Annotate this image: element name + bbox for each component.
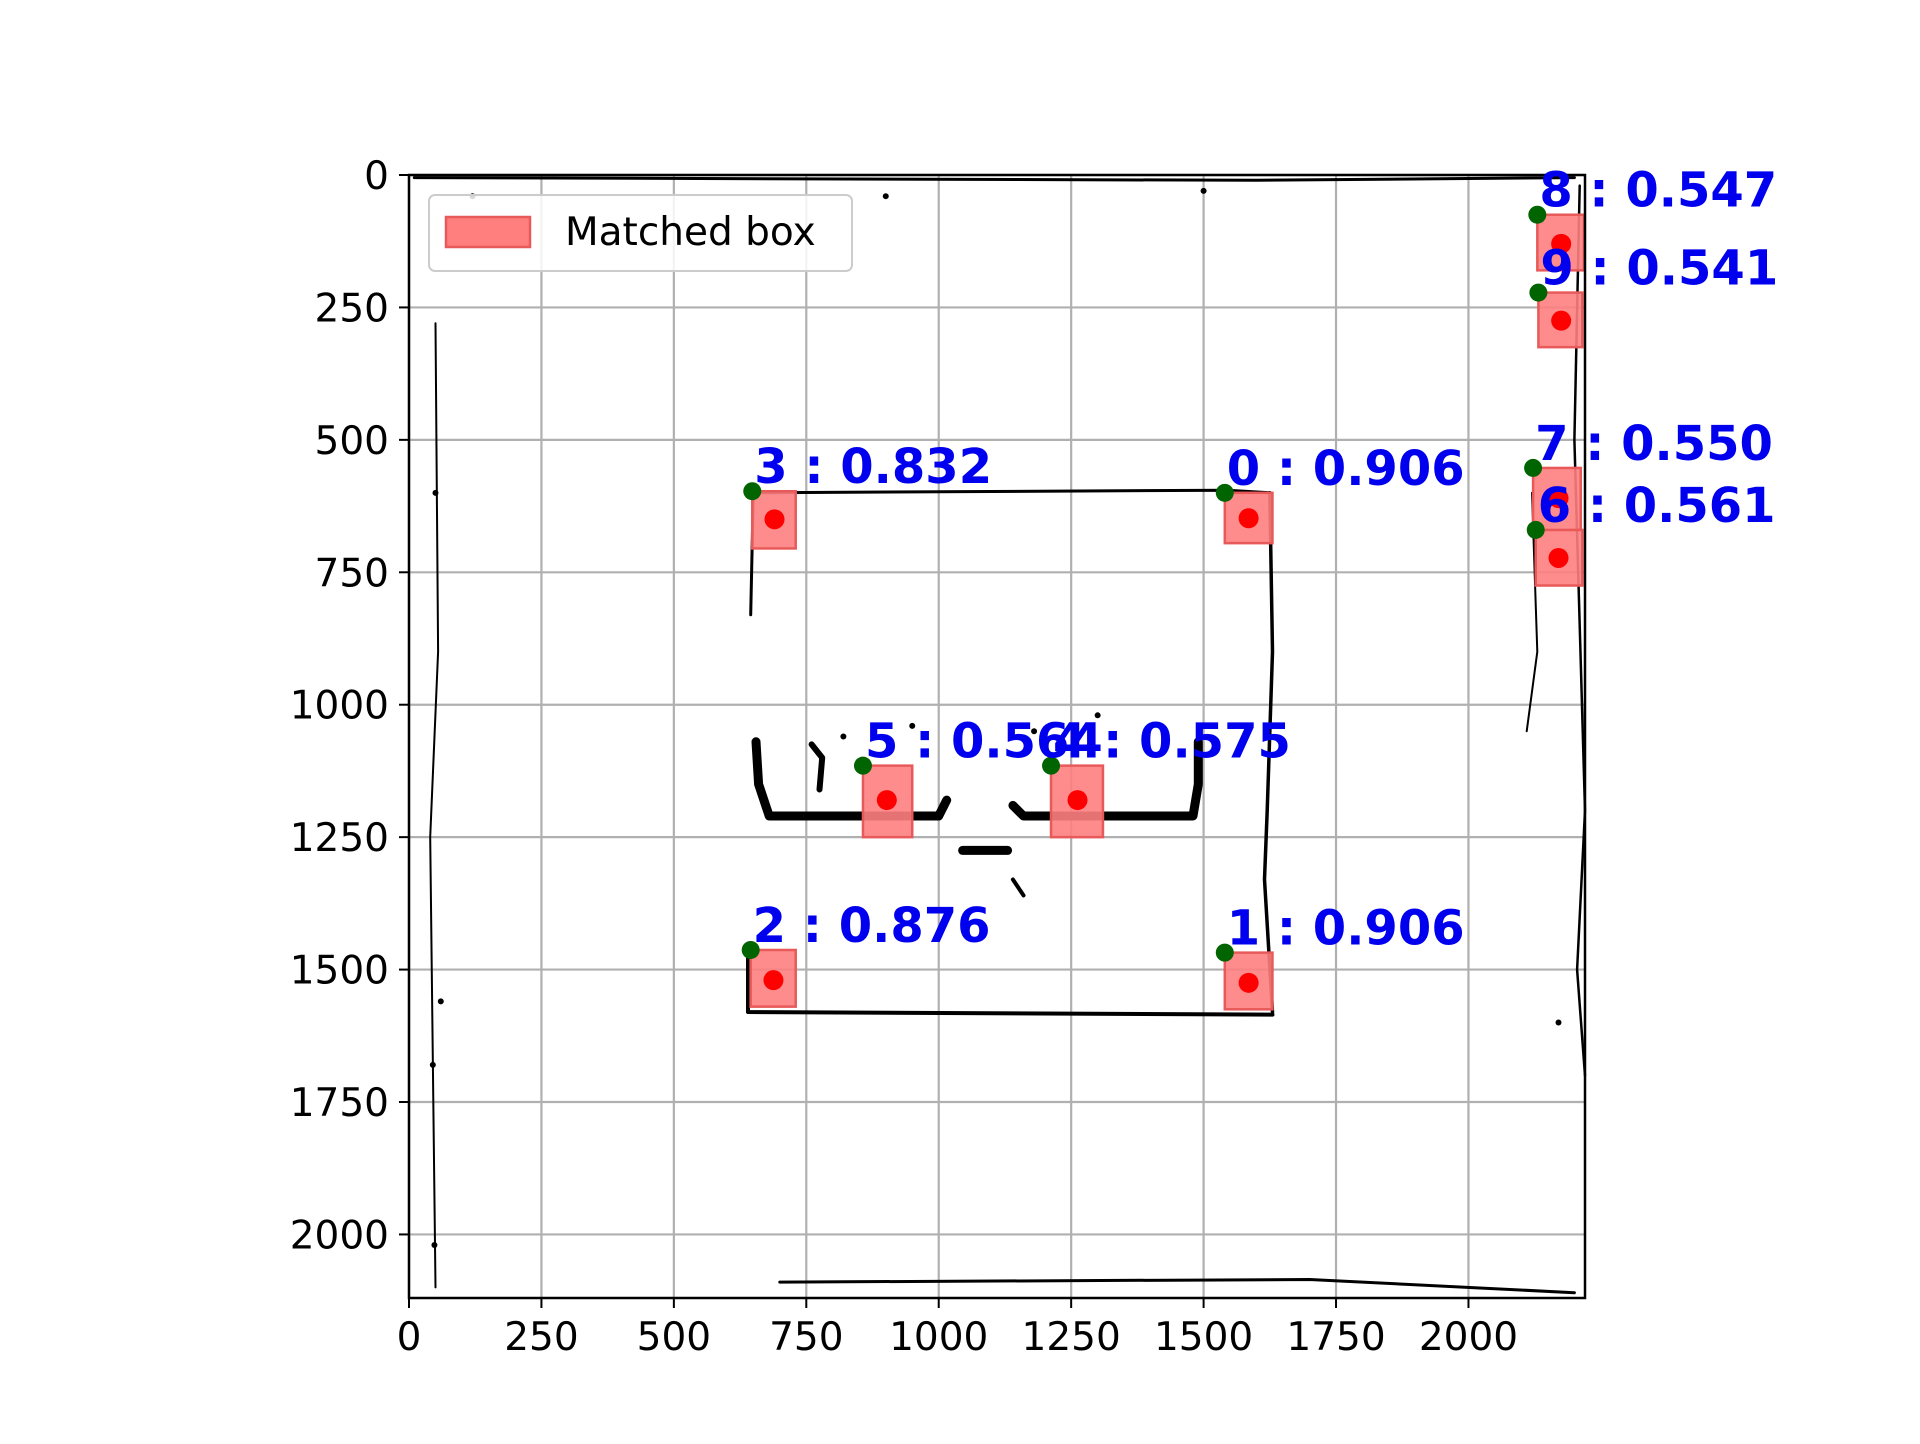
box-corner-point (853, 756, 872, 775)
x-tick-label: 0 (397, 1315, 422, 1360)
box-center-point (1238, 508, 1259, 529)
box-corner-point (1042, 756, 1061, 775)
match-label: 6 : 0.561 (1538, 478, 1776, 534)
box-corner-point (1524, 458, 1543, 477)
drawing-speck (432, 489, 439, 496)
box-corner-point (1215, 483, 1234, 502)
legend-frame (428, 194, 853, 272)
box-corner-point (1528, 205, 1547, 224)
drawing-speck (882, 193, 889, 200)
drawing-stroke (1525, 491, 1539, 733)
box-center-point (764, 509, 785, 530)
match-label: 3 : 0.832 (754, 439, 992, 495)
drawing-stroke (1010, 877, 1026, 898)
match-label: 8 : 0.547 (1539, 163, 1777, 219)
box-corner-point (1526, 520, 1545, 539)
x-tick-label: 1000 (889, 1315, 988, 1360)
drawing-speck (437, 998, 444, 1005)
y-tick-label: 0 (364, 154, 389, 199)
y-tick-label: 750 (315, 551, 389, 596)
match-label: 4 : 0.575 (1053, 714, 1291, 770)
x-tick-label: 1250 (1022, 1315, 1121, 1360)
box-corner-point (741, 940, 760, 959)
legend-label: Matched box (565, 210, 816, 255)
legend: Matched box (428, 194, 853, 272)
drawing-stroke (1008, 737, 1203, 821)
drawing-speck (840, 733, 847, 740)
box-center-point (763, 970, 784, 991)
match-label: 2 : 0.876 (753, 898, 991, 954)
drawing-speck (1200, 187, 1207, 194)
drawing-stroke (412, 176, 1576, 182)
x-tick-label: 750 (769, 1315, 843, 1360)
plot-frame (407, 173, 1587, 1300)
box-center-point (876, 790, 897, 811)
match-label: 7 : 0.550 (1535, 416, 1773, 472)
drawing-speck (1094, 712, 1101, 719)
drawing-stroke (778, 1278, 1576, 1295)
drawing-stroke (751, 737, 952, 821)
x-tick-label: 1750 (1286, 1315, 1385, 1360)
box-center-point (1238, 972, 1259, 993)
drawing-speck (1555, 1019, 1562, 1026)
box-corner-point (1529, 283, 1548, 302)
x-tick-label: 1500 (1154, 1315, 1253, 1360)
box-center-point (1551, 233, 1572, 254)
y-tick-label: 250 (315, 286, 389, 331)
match-points (741, 205, 1572, 993)
box-center-point (1551, 310, 1572, 331)
x-tick-label: 2000 (1419, 1315, 1518, 1360)
y-tick-label: 1000 (290, 684, 389, 729)
match-label: 0 : 0.906 (1227, 441, 1465, 497)
x-tick-label: 250 (504, 1315, 578, 1360)
box-corner-point (1215, 943, 1234, 962)
drawing-speck (909, 722, 916, 729)
drawing-speck (431, 1242, 438, 1249)
drawing-stroke (746, 951, 1275, 1017)
axis-ticks: 0 250 500 750 1000 1250 1500 1750 2000 0 250 500 750… (290, 154, 1518, 1360)
y-tick-label: 500 (315, 419, 389, 464)
drawing-speck (1031, 728, 1038, 735)
matched-boxes (749, 213, 1586, 1011)
box-center-point (1067, 790, 1088, 811)
match-labels: 0 : 0.906 1 : 0.906 2 : 0.876 3 : 0.832 4 : … (753, 163, 1779, 957)
drawing-stroke (808, 741, 826, 793)
box-center-point (1548, 488, 1569, 509)
match-label: 1 : 0.906 (1227, 901, 1465, 957)
y-tick-label: 1500 (290, 949, 389, 994)
x-tick-label: 500 (637, 1315, 711, 1360)
legend-swatch (444, 215, 532, 249)
y-tick-label: 2000 (290, 1213, 389, 1258)
y-tick-label: 1750 (290, 1081, 389, 1126)
match-label: 5 : 0.564 (865, 714, 1103, 770)
box-center-point (1548, 547, 1569, 568)
match-label: 9 : 0.541 (1540, 241, 1778, 297)
drawing-speck (429, 1061, 436, 1068)
drawing-stroke (1262, 491, 1275, 1014)
box-corner-point (743, 482, 762, 501)
y-tick-label: 1250 (290, 816, 389, 861)
